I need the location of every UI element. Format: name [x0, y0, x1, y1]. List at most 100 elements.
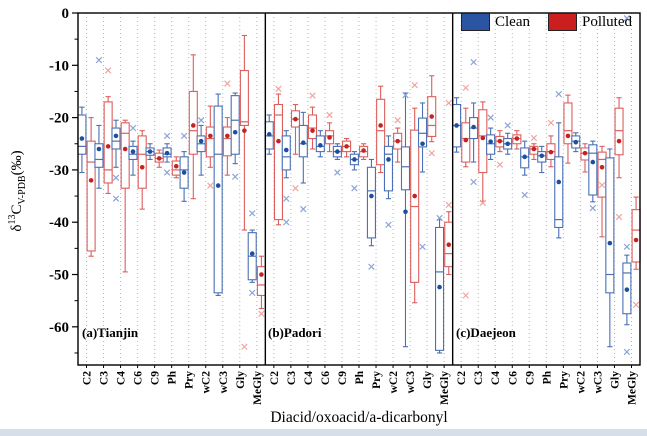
poll-outlier-x [207, 182, 214, 189]
poll-outlier-x [462, 292, 470, 299]
clean-outlier-x [197, 116, 205, 124]
poll-mean-dot [395, 138, 400, 144]
poll-box [205, 126, 215, 158]
x-tick-label: C6 [133, 371, 145, 385]
y-tick-label: 0 [62, 6, 70, 22]
clean-outlier-x [283, 195, 290, 202]
clean-box [77, 114, 87, 155]
clean-outlier-x [248, 210, 256, 217]
clean-mean-dot [420, 141, 425, 147]
clean-mean-dot [403, 209, 408, 215]
clean-mean-dot [113, 133, 119, 139]
x-tick-label: wC3 [592, 371, 604, 394]
poll-box [222, 126, 232, 157]
clean-mean-dot [386, 157, 391, 162]
poll-outlier-x [241, 343, 248, 350]
y-tick-label: -60 [49, 320, 69, 336]
clean-outlier-x [334, 169, 341, 176]
clean-mean-dot [607, 240, 613, 246]
poll-mean-dot [310, 128, 315, 133]
clean-mean-dot [352, 157, 357, 162]
clean-mean-dot [488, 139, 493, 144]
legend-label-polluted: Polluted [582, 13, 633, 30]
clean-mean-dot [130, 149, 136, 154]
clean-box [383, 145, 394, 192]
clean-box [554, 156, 564, 228]
poll-box [614, 107, 624, 156]
y-axis-label-delta: δ [9, 224, 25, 232]
poll-box [478, 109, 488, 174]
poll-mean-dot [225, 133, 230, 139]
clean-outlier-x [95, 56, 103, 64]
clean-outlier-x [589, 204, 597, 212]
clean-box [400, 146, 411, 191]
x-tick-label: C6 [320, 371, 332, 385]
clean-outlier-x [300, 205, 307, 213]
poll-box [86, 140, 96, 252]
clean-mean-dot [624, 287, 630, 292]
clean-outlier-x [623, 243, 631, 251]
x-tick-label: C4 [116, 371, 128, 385]
poll-outlier-x [258, 310, 265, 317]
poll-outlier-x [275, 85, 282, 93]
poll-mean-dot [446, 242, 452, 248]
poll-mean-dot [548, 149, 554, 155]
x-tick-label: C9 [524, 371, 536, 385]
poll-box [461, 122, 471, 163]
clean-box [213, 105, 223, 294]
panel-label-tianjin: (a)Tianjin [82, 325, 139, 340]
poll-mean-dot [156, 156, 162, 161]
x-tick-label: Gly [422, 371, 434, 389]
y-axis-label: δ13CV-PDB(‰) [7, 126, 29, 256]
clean-mean-dot [147, 149, 153, 154]
clean-mean-dot [471, 124, 476, 130]
poll-mean-dot [173, 163, 179, 169]
panel-label-padori: (b)Padori [268, 325, 322, 340]
poll-box [103, 101, 113, 184]
clean-outlier-x [521, 191, 528, 199]
x-tick-label: C2 [269, 371, 281, 385]
x-tick-label: wC2 [201, 371, 213, 394]
clean-outlier-x [470, 58, 477, 66]
poll-outlier-x [530, 134, 538, 142]
clean-box [281, 135, 291, 171]
x-tick-label: MeGly [626, 371, 638, 405]
poll-mean-dot [378, 123, 383, 128]
y-tick-label: -10 [49, 58, 69, 74]
plot-border [77, 12, 641, 366]
poll-outlier-x [598, 181, 606, 189]
poll-mean-dot [293, 116, 298, 122]
x-tick-label: C2 [82, 371, 94, 385]
clean-mean-dot [96, 146, 102, 152]
poll-mean-dot [361, 148, 366, 153]
clean-mean-dot [318, 143, 323, 148]
clean-mean-dot [505, 141, 510, 147]
poll-mean-dot [531, 146, 537, 152]
clean-mean-dot [266, 132, 272, 137]
x-axis-title: Diacid/oxoacid/a-dicarbonyl [270, 409, 448, 426]
clean-box [486, 134, 496, 155]
poll-outlier-x [632, 301, 640, 309]
poll-outlier-x [445, 201, 452, 209]
clean-mean-dot [79, 136, 85, 141]
poll-mean-dot [242, 128, 247, 133]
x-tick-label: C9 [150, 371, 162, 385]
poll-mean-dot [429, 114, 435, 119]
poll-mean-dot [122, 146, 128, 152]
poll-outlier-x [411, 81, 418, 89]
x-tick-label: wC2 [388, 371, 400, 394]
poll-outlier-x [326, 111, 333, 119]
clean-mean-dot [539, 153, 545, 159]
x-tick-label: wC2 [575, 371, 587, 394]
clean-outlier-x [419, 243, 426, 251]
clean-mean-dot [590, 159, 596, 165]
poll-mean-dot [599, 164, 605, 170]
x-tick-label: C6 [507, 371, 519, 385]
clean-outlier-x [436, 214, 443, 222]
clean-mean-dot [573, 139, 579, 145]
clean-mean-dot [454, 123, 459, 128]
y-axis-label-sub: V-PDB [17, 175, 28, 205]
clean-mean-dot [437, 284, 442, 290]
window-edge [0, 429, 647, 436]
poll-mean-dot [327, 135, 332, 140]
